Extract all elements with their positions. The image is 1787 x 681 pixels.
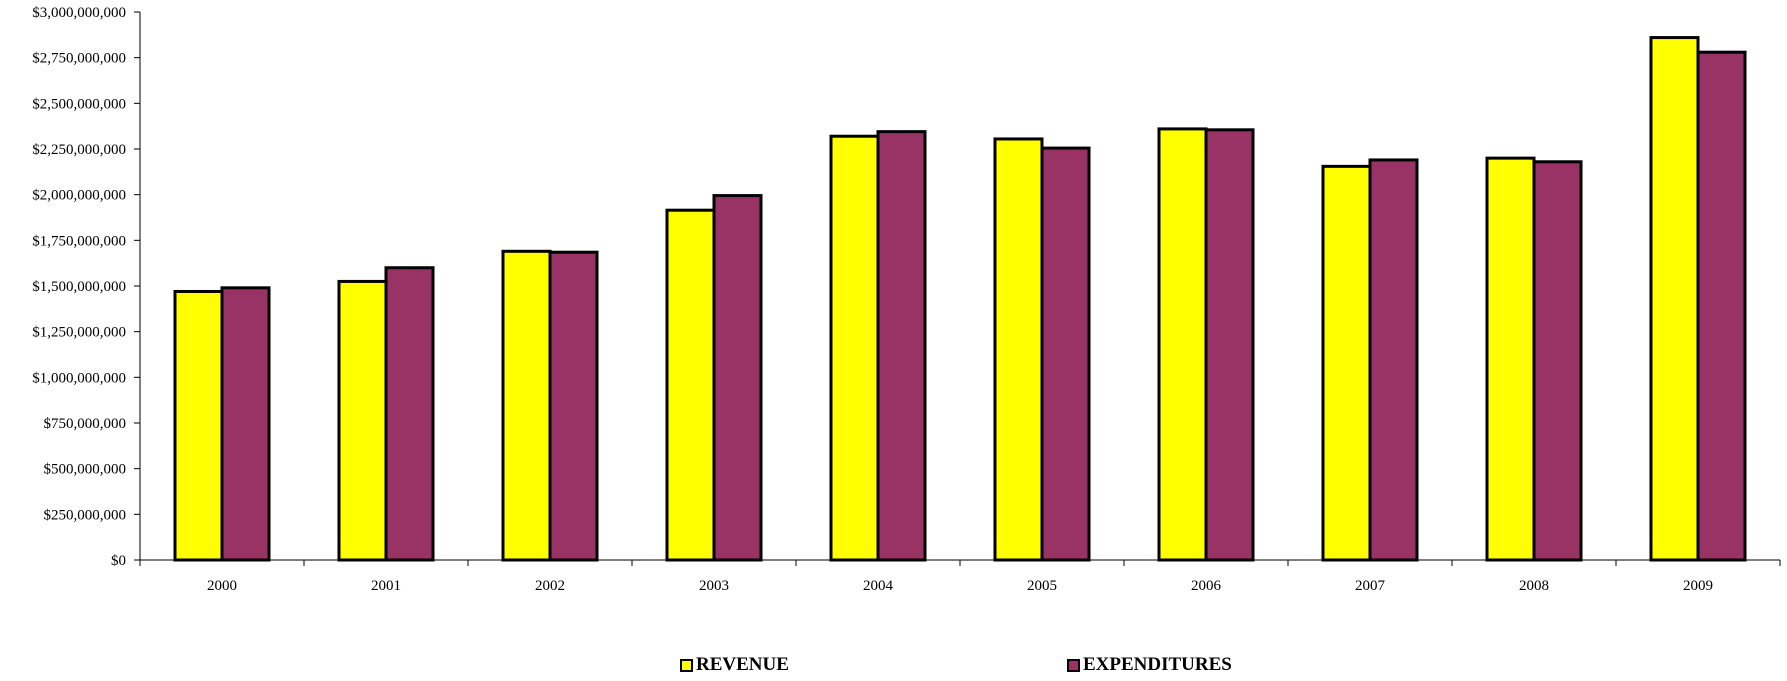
bar-revenue-2009 (1649, 36, 1700, 562)
legend-item-revenue: REVENUE (680, 654, 789, 676)
y-tick-label: $2,000,000,000 (32, 188, 126, 204)
x-tick-label: 2004 (863, 578, 894, 594)
bar-revenue-2004 (829, 134, 880, 562)
x-tick-label: 2002 (535, 578, 565, 594)
y-tick-label: $2,500,000,000 (32, 96, 126, 112)
bar-expenditures-2000 (220, 286, 271, 562)
y-tick-label: $1,000,000,000 (32, 370, 126, 386)
bar-revenue-2006 (1157, 127, 1208, 562)
x-tick-label: 2003 (699, 578, 729, 594)
bar-revenue-2002 (501, 249, 552, 562)
chart-bars (173, 36, 1747, 562)
legend-label-revenue: REVENUE (696, 654, 789, 675)
bar-revenue-2001 (337, 279, 388, 562)
bar-revenue-2003 (665, 208, 716, 562)
y-tick-label: $2,750,000,000 (32, 51, 126, 67)
x-tick-label: 2008 (1519, 578, 1549, 594)
x-tick-label: 2001 (371, 578, 401, 594)
bar-expenditures-2006 (1204, 128, 1255, 562)
y-tick-label: $0 (111, 553, 126, 569)
legend-swatch-revenue (680, 658, 693, 672)
x-tick-label: 2009 (1683, 578, 1713, 594)
legend-label-expenditures: EXPENDITURES (1083, 654, 1232, 675)
legend-item-expenditures: EXPENDITURES (1067, 654, 1232, 676)
y-tick-label: $1,500,000,000 (32, 279, 126, 295)
x-tick-label: 2006 (1191, 578, 1222, 594)
bar-expenditures-2002 (548, 250, 599, 562)
y-tick-label: $2,250,000,000 (32, 142, 126, 158)
y-tick-label: $750,000,000 (44, 416, 127, 432)
y-tick-label: $3,000,000,000 (32, 5, 126, 21)
bar-revenue-2007 (1321, 164, 1372, 562)
bar-expenditures-2003 (712, 194, 763, 562)
x-tick-label: 2007 (1355, 578, 1386, 594)
bar-expenditures-2007 (1368, 158, 1419, 562)
y-tick-label: $250,000,000 (44, 507, 127, 523)
x-tick-label: 2005 (1027, 578, 1057, 594)
y-tick-label: $1,750,000,000 (32, 233, 126, 249)
x-tick-label: 2000 (207, 578, 237, 594)
y-tick-label: $1,250,000,000 (32, 325, 126, 341)
legend-swatch-expenditures (1067, 658, 1080, 672)
y-tick-label: $500,000,000 (44, 462, 127, 478)
bar-expenditures-2008 (1532, 160, 1583, 562)
bar-expenditures-2004 (876, 130, 927, 562)
bar-revenue-2000 (173, 289, 224, 562)
chart-legend: REVENUE EXPENDITURES (0, 654, 1787, 678)
bar-revenue-2005 (993, 137, 1044, 562)
bar-expenditures-2005 (1040, 146, 1091, 562)
bar-revenue-2008 (1485, 156, 1536, 562)
chart-tick-labels: $0 $250,000,000 $500,000,000 $750,000,000 $1… (32, 5, 1713, 594)
bar-expenditures-2009 (1696, 50, 1747, 562)
bar-expenditures-2001 (384, 266, 435, 562)
